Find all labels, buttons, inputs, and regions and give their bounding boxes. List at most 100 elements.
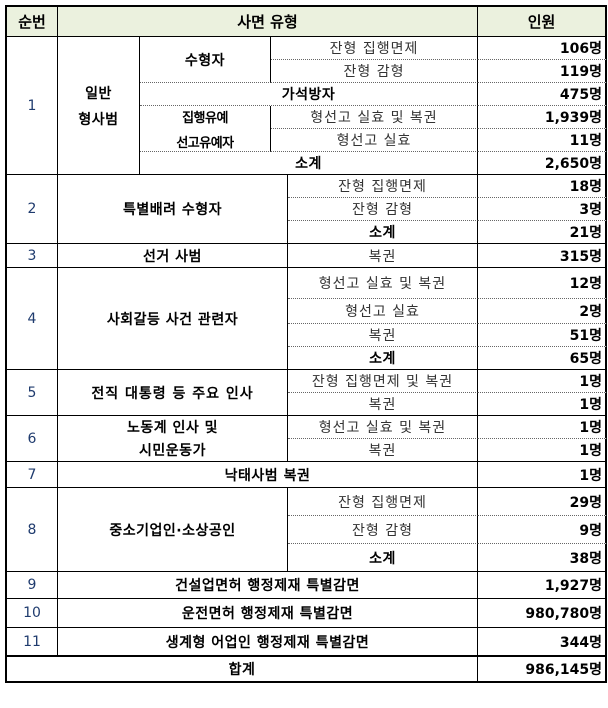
table-row: 가석방자 475명 xyxy=(7,83,607,106)
count: 315명 xyxy=(478,244,607,268)
subtotal-label: 소계 xyxy=(288,347,478,370)
count: 1명 xyxy=(478,393,607,416)
count: 1,927명 xyxy=(478,572,607,599)
subcategory: 가석방자 xyxy=(140,83,478,106)
row-number: 4 xyxy=(7,268,58,370)
category-line: 시민운동가 xyxy=(139,443,206,459)
count: 2명 xyxy=(478,299,607,324)
category: 생계형 어업인 행정제재 특별감면 xyxy=(58,628,478,656)
category: 사회갈등 사건 관련자 xyxy=(58,268,288,370)
table-row: 소계 65명 xyxy=(7,347,607,370)
count: 2,650명 xyxy=(478,152,607,175)
table-row: 소계 38명 xyxy=(7,544,607,572)
table-row: 복권 1명 xyxy=(7,439,607,462)
row-number: 10 xyxy=(7,599,58,628)
row-number: 8 xyxy=(7,488,58,572)
count: 1,939명 xyxy=(478,106,607,129)
table-row: 잔형 감형 119명 xyxy=(7,60,607,83)
detail: 형선고 실효 xyxy=(288,299,478,324)
table-row: 잔형 감형 3명 xyxy=(7,198,607,221)
category-line: 일반 xyxy=(85,85,112,102)
table-row: 4 사회갈등 사건 관련자 형선고 실효 및 복권 12명 xyxy=(7,268,607,370)
detail: 형선고 실효 및 복권 xyxy=(288,268,478,299)
row-number: 6 xyxy=(7,416,58,462)
table-row: 복권 1명 xyxy=(7,393,607,416)
count: 11명 xyxy=(478,129,607,152)
table-row: 복권 51명 xyxy=(7,324,607,347)
count: 344명 xyxy=(478,628,607,656)
count: 51명 xyxy=(478,324,607,347)
header-count: 인원 xyxy=(478,7,607,37)
category: 건설업면허 행정제재 특별감면 xyxy=(58,572,478,599)
table-row: 집행유예 선고유예자 형선고 실효 및 복권 1,939명 xyxy=(7,106,607,152)
subtotal-label: 소계 xyxy=(288,221,478,244)
detail: 형선고 실효 및 복권 xyxy=(288,416,478,439)
count: 1명 xyxy=(478,370,607,393)
category: 낙태사범 복권 xyxy=(58,462,478,488)
count: 9명 xyxy=(478,516,607,544)
detail: 복권 xyxy=(288,439,478,462)
count: 1명 xyxy=(478,416,607,439)
row-number: 1 xyxy=(7,37,58,175)
detail: 잔형 감형 xyxy=(271,60,478,83)
subtotal-label: 소계 xyxy=(288,544,478,572)
count: 12명 xyxy=(478,268,607,299)
table-row: 10 운전면허 행정제재 특별감면 980,780명 xyxy=(7,599,607,628)
total-value: 986,145명 xyxy=(478,656,607,683)
table-row: 형선고 실효 11명 xyxy=(7,129,607,152)
detail: 형선고 실효 xyxy=(271,129,478,152)
count: 106명 xyxy=(478,37,607,60)
table-row: 9 건설업면허 행정제재 특별감면 1,927명 xyxy=(7,572,607,599)
table-row: 11 생계형 어업인 행정제재 특별감면 344명 xyxy=(7,628,607,656)
category-line: 노동계 인사 및 xyxy=(126,420,219,436)
table-row: 형선고 실효 2명 xyxy=(7,299,607,324)
detail: 복권 xyxy=(288,324,478,347)
detail: 잔형 집행면제 및 복권 xyxy=(288,370,478,393)
detail: 잔형 감형 xyxy=(288,516,478,544)
total-row: 합계 986,145명 xyxy=(7,656,607,683)
table-row: 2 특별배려 수형자 잔형 집행면제 18명 xyxy=(7,175,607,244)
row-number: 3 xyxy=(7,244,58,268)
table-row: 7 낙태사범 복권 1명 xyxy=(7,462,607,488)
subcategory: 수형자 xyxy=(140,37,271,83)
count: 980,780명 xyxy=(478,599,607,628)
category-line: 형사범 xyxy=(78,111,119,128)
subtotal-label: 소계 xyxy=(140,152,478,175)
table-row: 소계 21명 xyxy=(7,221,607,244)
subcategory-line: 집행유예 xyxy=(182,110,228,126)
table-row: 잔형 감형 9명 xyxy=(7,516,607,544)
detail: 잔형 집행면제 xyxy=(288,175,478,198)
count: 1명 xyxy=(478,462,607,488)
category: 특별배려 수형자 xyxy=(58,175,288,244)
row-number: 2 xyxy=(7,175,58,244)
table-row: 3 선거 사범 복권 315명 xyxy=(7,244,607,268)
table-row: 5 전직 대통령 등 주요 인사 잔형 집행면제 및 복권 1명 xyxy=(7,370,607,416)
count: 1명 xyxy=(478,439,607,462)
subcategory-line: 선고유예자 xyxy=(176,135,234,151)
count: 21명 xyxy=(478,221,607,244)
count: 475명 xyxy=(478,83,607,106)
detail: 잔형 집행면제 xyxy=(271,37,478,60)
category: 선거 사범 xyxy=(58,244,288,268)
detail: 잔형 감형 xyxy=(288,198,478,221)
header-row: 순번 사면 유형 인원 xyxy=(7,7,607,37)
category: 전직 대통령 등 주요 인사 xyxy=(58,370,288,416)
detail: 잔형 집행면제 xyxy=(288,488,478,516)
category: 중소기업인·소상공인 xyxy=(58,488,288,572)
row-number: 11 xyxy=(7,628,58,656)
total-label: 합계 xyxy=(7,656,478,683)
count: 3명 xyxy=(478,198,607,221)
category: 운전면허 행정제재 특별감면 xyxy=(58,599,478,628)
detail: 복권 xyxy=(288,244,478,268)
count: 119명 xyxy=(478,60,607,83)
table-row: 8 중소기업인·소상공인 잔형 집행면제 29명 xyxy=(7,488,607,572)
row-number: 7 xyxy=(7,462,58,488)
count: 18명 xyxy=(478,175,607,198)
row-number: 5 xyxy=(7,370,58,416)
